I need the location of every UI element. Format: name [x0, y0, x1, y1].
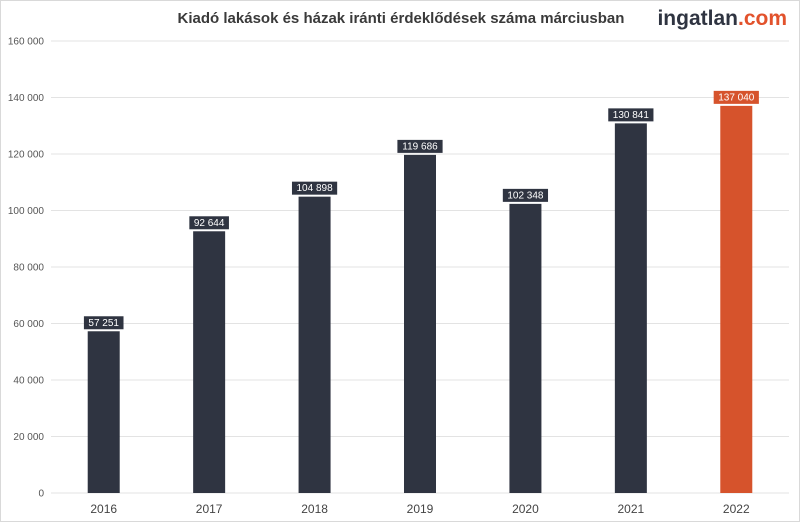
data-label: 137 040: [718, 92, 755, 103]
data-label-bg: [291, 181, 338, 195]
y-tick-label: 160 000: [8, 37, 45, 48]
data-label: 92 644: [194, 218, 225, 229]
y-tick-label: 40 000: [13, 376, 44, 387]
x-tick-label: 2016: [90, 502, 117, 516]
y-tick-label: 20 000: [13, 432, 44, 443]
bar-2017: [193, 231, 226, 493]
x-tick-label: 2017: [196, 502, 223, 516]
data-label: 130 841: [613, 110, 650, 121]
brand-logo: ingatlan.com: [657, 7, 787, 31]
y-tick-label: 120 000: [8, 150, 45, 161]
bar-2019: [404, 154, 436, 493]
y-tick-label: 80 000: [13, 263, 44, 274]
data-label: 102 348: [507, 190, 544, 201]
data-label-bg: [502, 188, 549, 202]
data-label-bg: [397, 139, 443, 153]
y-tick-label: 0: [38, 489, 44, 500]
bar-2016: [87, 331, 120, 493]
logo-tld-text: .com: [737, 7, 787, 30]
x-tick-label: 2022: [723, 502, 750, 516]
bar-2021: [614, 123, 647, 493]
data-label-bg: [713, 90, 759, 104]
data-label-bg: [608, 108, 654, 122]
bar-2020: [509, 203, 542, 494]
x-tick-label: 2019: [407, 502, 434, 516]
data-label-bg: [189, 216, 229, 230]
x-tick-label: 2020: [512, 502, 539, 516]
y-tick-label: 60 000: [13, 319, 44, 330]
y-tick-label: 100 000: [8, 206, 45, 217]
data-label: 104 898: [296, 183, 333, 194]
chart-title: Kiadó lakások és házak iránti érdeklődés…: [177, 10, 625, 27]
bar-2018: [298, 196, 331, 493]
data-label-bg: [83, 316, 124, 330]
x-tick-label: 2018: [301, 502, 328, 516]
x-tick-label: 2021: [618, 502, 645, 516]
bar-2022: [720, 105, 753, 493]
data-label: 119 686: [402, 141, 438, 152]
logo-brand-text: ingatlan: [657, 7, 738, 30]
data-label: 57 251: [88, 318, 119, 329]
y-tick-label: 140 000: [8, 93, 45, 104]
